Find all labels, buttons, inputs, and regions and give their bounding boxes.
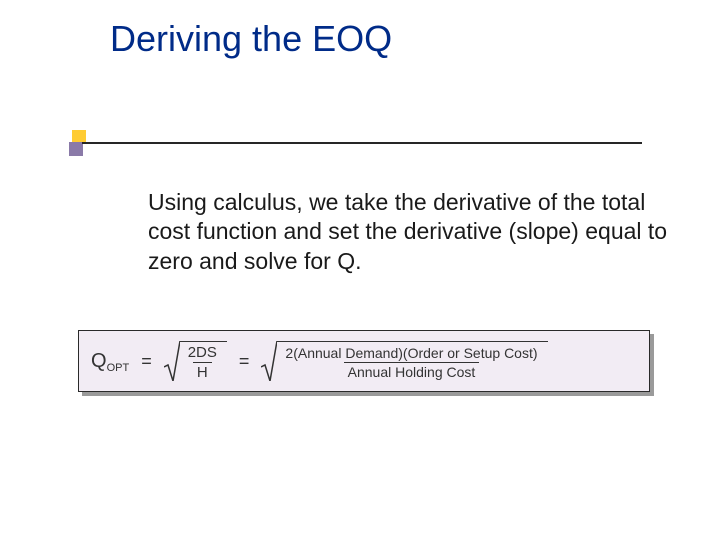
denominator-long: Annual Holding Cost — [344, 362, 480, 380]
sqrt-short: 2DS H — [164, 341, 227, 382]
title-underline — [82, 142, 642, 144]
equals-sign-2: = — [237, 351, 252, 372]
accent-decoration — [72, 130, 86, 174]
numerator-long: 2(Annual Demand)(Order or Setup Cost) — [281, 345, 541, 362]
slide: Deriving the EOQ Using calculus, we take… — [0, 0, 720, 540]
q-letter: Q — [91, 350, 107, 373]
formula-box: Q OPT = 2DS H — [78, 330, 650, 392]
radicand-long: 2(Annual Demand)(Order or Setup Cost) An… — [277, 341, 547, 381]
opt-subscript: OPT — [107, 362, 130, 374]
eoq-equation: Q OPT = 2DS H — [91, 341, 637, 382]
fraction-short: 2DS H — [184, 344, 221, 382]
sqrt-long: 2(Annual Demand)(Order or Setup Cost) An… — [261, 341, 547, 381]
fraction-long: 2(Annual Demand)(Order or Setup Cost) An… — [281, 345, 541, 380]
formula-container: Q OPT = 2DS H — [78, 330, 650, 392]
radicand-short: 2DS H — [180, 341, 227, 382]
q-opt-symbol: Q OPT — [91, 350, 129, 373]
numerator-short: 2DS — [184, 344, 221, 362]
accent-square-purple — [69, 142, 83, 156]
equals-sign-1: = — [139, 351, 154, 372]
slide-title: Deriving the EOQ — [110, 18, 392, 60]
radical-icon — [164, 341, 180, 382]
body-text: Using calculus, we take the derivative o… — [148, 188, 668, 276]
radical-icon — [261, 341, 277, 381]
denominator-short: H — [193, 362, 212, 381]
